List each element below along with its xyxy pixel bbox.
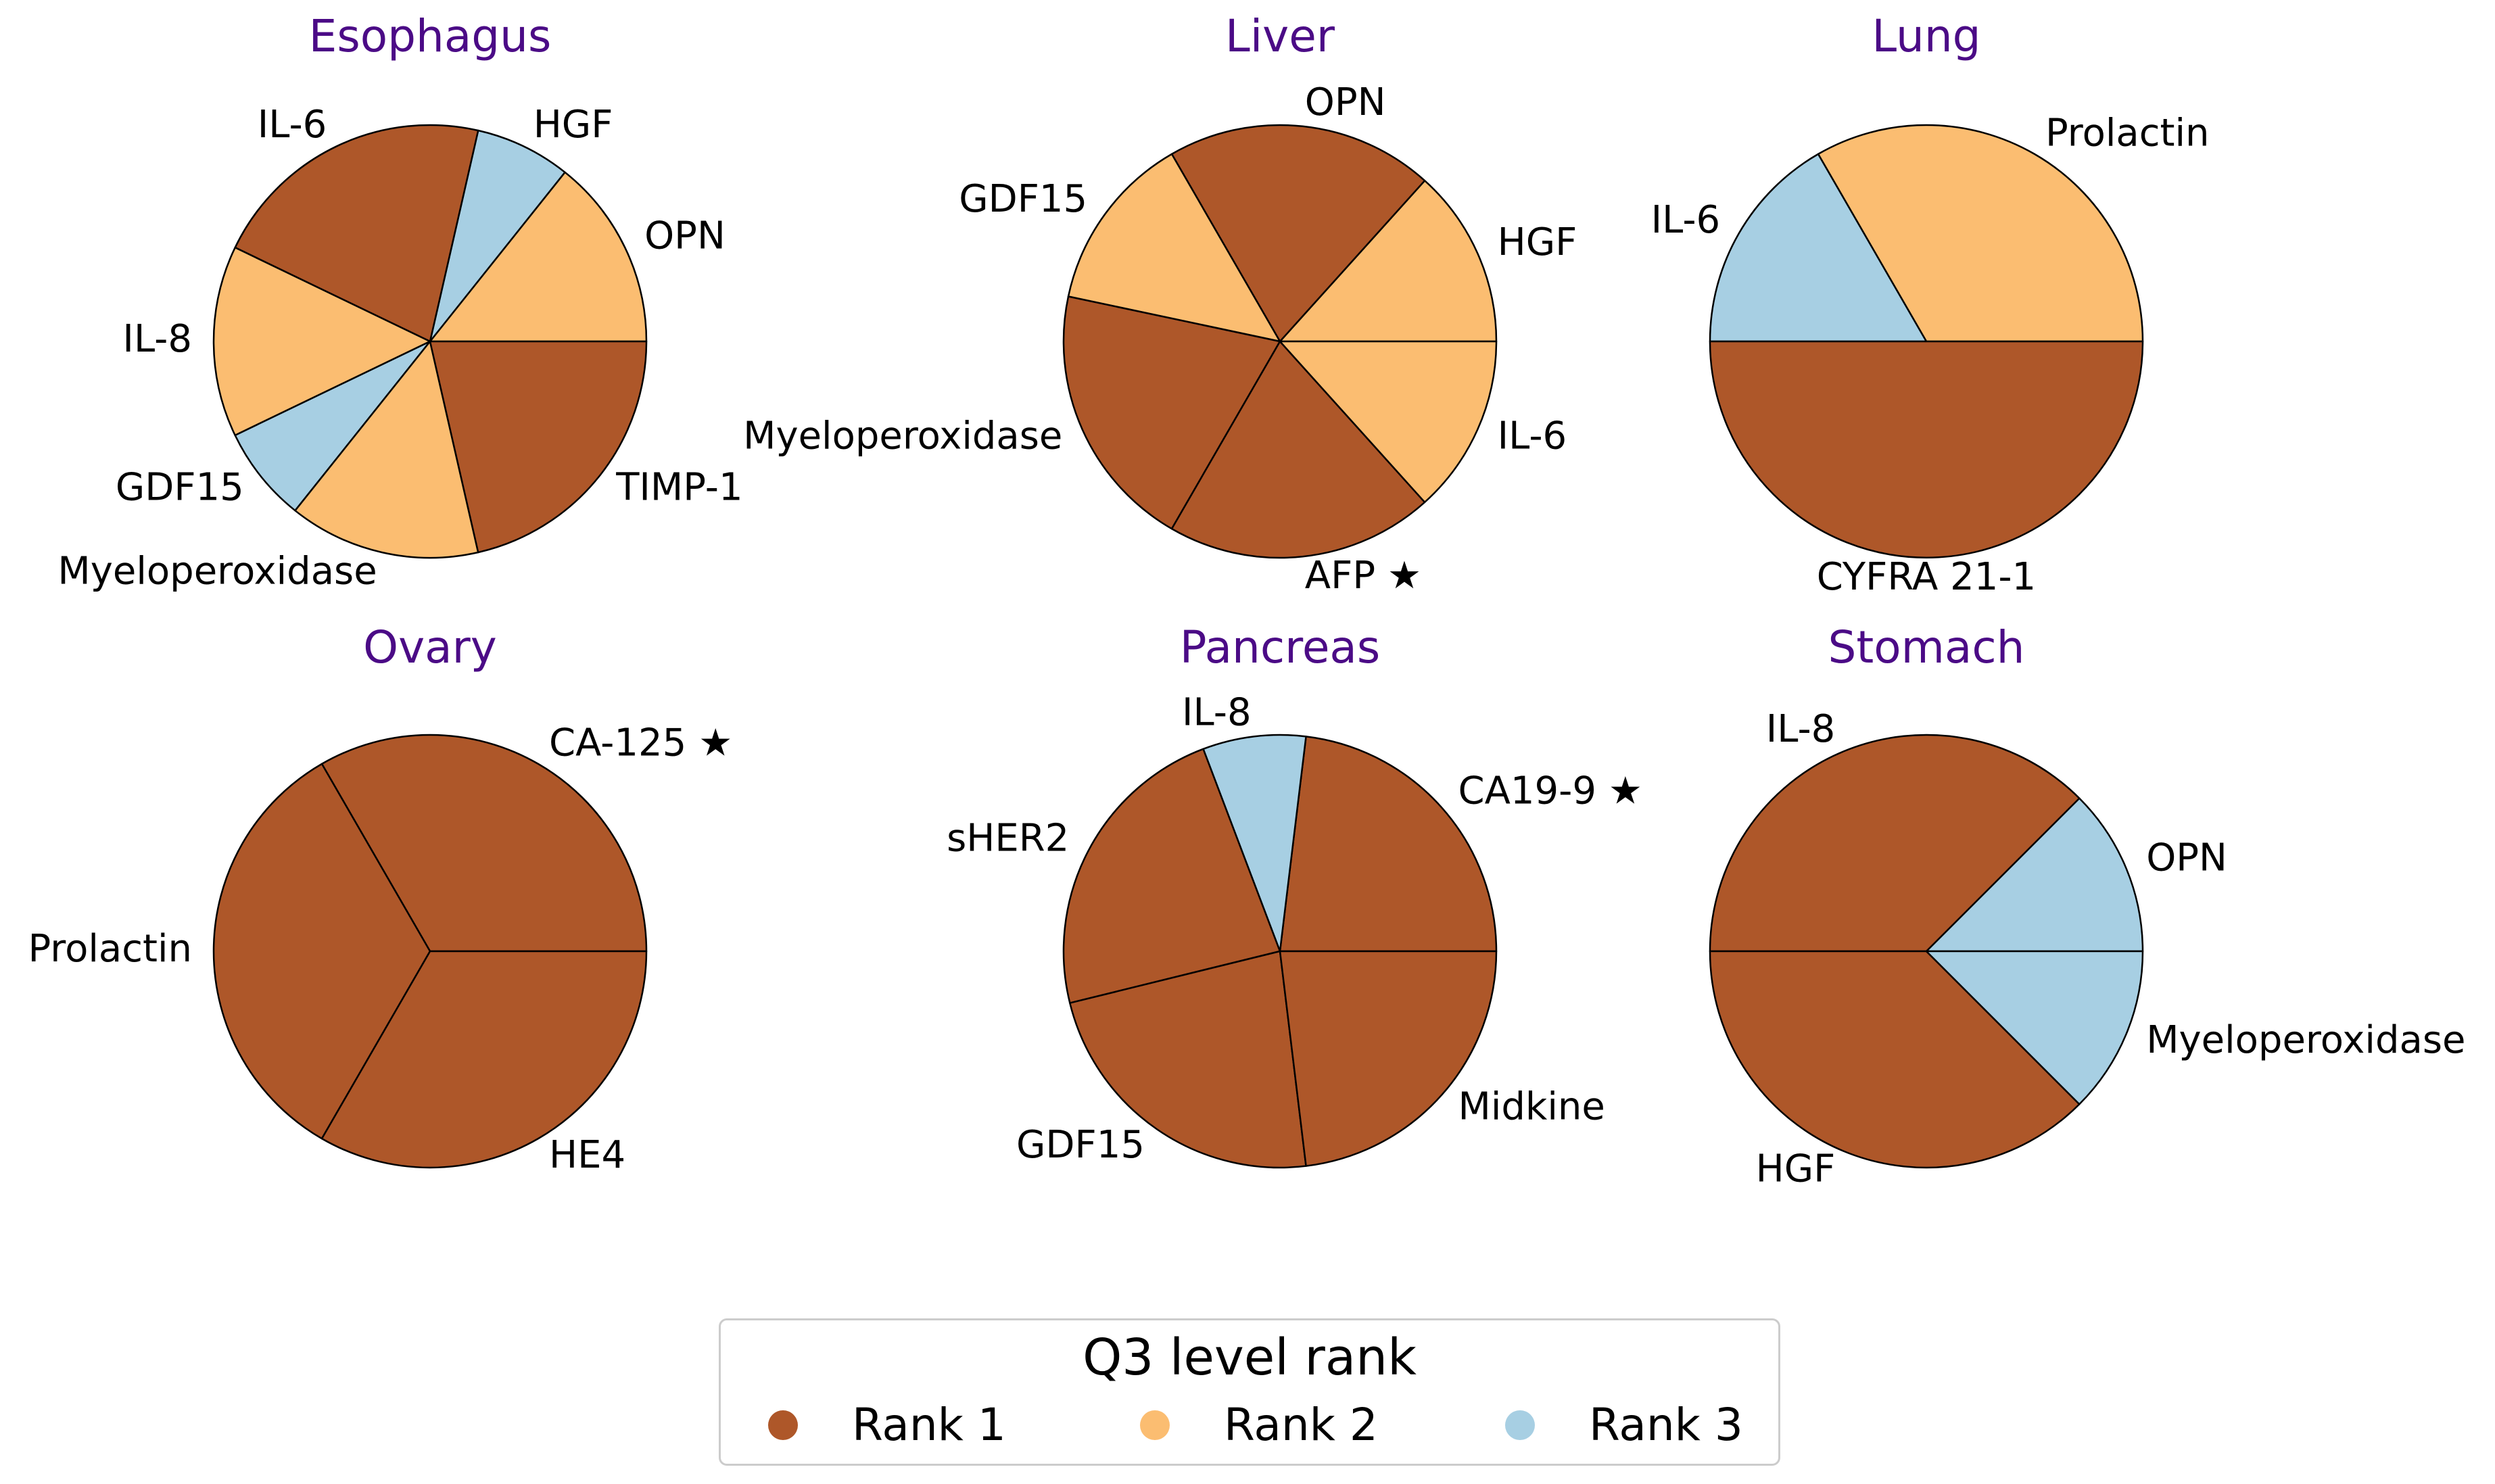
- pie-slice-label-hgf: HGF: [1756, 1147, 1836, 1191]
- pie-slice-afp: [1170, 340, 1426, 559]
- pie-pancreas: Pancreas CA19-9 ★ IL-8 sHER2 GDF15 Midkine: [947, 621, 1643, 1169]
- pie-slice-label-gdf15: GDF15: [1016, 1123, 1145, 1167]
- legend-marker-rank-3: [1505, 1410, 1535, 1440]
- pie-slice-he4: [320, 950, 648, 1169]
- pie-slice-gdf15: [1069, 950, 1307, 1169]
- pie-title: Ovary: [363, 621, 497, 673]
- pie-slice-label-il-8: IL-8: [1766, 707, 1836, 751]
- pie-slice-label-opn: OPN: [1305, 80, 1386, 124]
- pie-esophagus: Esophagus OPN HGF IL-6 IL-8 GDF15 Myeloperoxid…: [57, 10, 742, 593]
- pie-slice-hgf: [429, 129, 566, 343]
- pie-slice-prolactin: [212, 763, 431, 1140]
- pie-title: Lung: [1872, 10, 1980, 62]
- pie-slice-label-il-8: IL-8: [122, 317, 192, 361]
- pie-slice-label-gdf15: GDF15: [959, 177, 1087, 221]
- legend-marker-rank-1: [768, 1410, 798, 1440]
- pie-slice-label-prolactin: Prolactin: [28, 927, 192, 971]
- pie-liver: Liver HGF OPN GDF15 Myeloperoxidase AFP ★ IL-6: [743, 10, 1577, 598]
- pie-slice-label-ca-125: CA-125 ★: [549, 721, 732, 765]
- legend-title: Q3 level rank: [1083, 1329, 1417, 1387]
- pie-slice-gdf15: [234, 340, 431, 512]
- pie-slice-prolactin: [1817, 124, 2144, 343]
- pie-slice-label-ca19-9: CA19-9 ★: [1458, 769, 1643, 813]
- pie-slice-label-prolactin: Prolactin: [2045, 111, 2210, 155]
- pie-slice-il-8: [212, 246, 431, 437]
- pie-title: Stomach: [1828, 621, 2024, 673]
- pie-slice-myeloperoxidase: [1062, 295, 1281, 530]
- pie-slice-ca-125: [320, 734, 648, 953]
- pie-slice-sher2: [1062, 748, 1281, 1004]
- pie-slice-label-myeloperoxidase: Myeloperoxidase: [743, 414, 1062, 458]
- pie-slice-label-hgf: HGF: [1498, 220, 1577, 264]
- pie-slice-opn: [429, 171, 648, 343]
- pie-slice-label-myeloperoxidase: Myeloperoxidase: [2146, 1018, 2465, 1062]
- pie-slice-label-il-6: IL-6: [258, 103, 327, 147]
- pie-slice-label-gdf15: GDF15: [116, 466, 244, 510]
- pie-slice-myeloperoxidase: [1925, 950, 2144, 1105]
- pie-slice-label-hgf: HGF: [533, 103, 613, 147]
- pie-slice-il-6: [234, 124, 479, 343]
- legend: Q3 level rank Rank 1 Rank 2 Rank 3: [719, 1318, 1780, 1466]
- pie-title: Pancreas: [1180, 621, 1381, 673]
- pie-slice-il-8: [1709, 734, 2081, 953]
- pie-ovary: Ovary CA-125 ★ Prolactin HE4: [28, 621, 732, 1177]
- pie-slice-il-6: [1709, 153, 1928, 343]
- pie-slice-opn: [1170, 124, 1426, 343]
- pie-slice-myeloperoxidase: [294, 340, 479, 559]
- pie-slice-label-afp: AFP ★: [1305, 554, 1421, 598]
- legend-label-rank-2: Rank 2: [1224, 1399, 1378, 1451]
- pie-title: Liver: [1225, 10, 1335, 62]
- pie-slice-hgf: [1709, 950, 2081, 1169]
- pie-slice-label-il-6: IL-6: [1498, 414, 1567, 458]
- pie-slice-label-timp-1: TIMP-1: [615, 466, 742, 510]
- pie-slice-label-midkine: Midkine: [1458, 1085, 1605, 1129]
- pie-slice-label-sher2: sHER2: [947, 817, 1069, 861]
- pie-slice-cyfra-21-1: [1709, 340, 2144, 559]
- legend-marker-rank-2: [1140, 1410, 1170, 1440]
- legend-entry-rank-3: Rank 3: [1505, 1402, 1743, 1449]
- pie-slice-label-opn: OPN: [2146, 836, 2227, 880]
- pie-slice-midkine: [1279, 950, 1498, 1167]
- legend-label-rank-1: Rank 1: [852, 1399, 1006, 1451]
- pie-slice-label-he4: HE4: [549, 1133, 625, 1177]
- pie-slice-label-opn: OPN: [644, 214, 726, 258]
- legend-entry-rank-1: Rank 1: [768, 1402, 1006, 1449]
- pie-slice-ca19-9: [1279, 736, 1498, 953]
- pie-slice-il-6: [1279, 340, 1498, 504]
- pie-stomach: Stomach OPN IL-8 HGF Myeloperoxidase: [1709, 621, 2465, 1191]
- legend-entry-rank-2: Rank 2: [1140, 1402, 1378, 1449]
- pie-lung: Lung Prolactin IL-6 CYFRA 21-1: [1651, 10, 2210, 599]
- pie-slice-il-8: [1202, 734, 1307, 953]
- pie-slice-gdf15: [1067, 153, 1281, 343]
- pie-slice-label-myeloperoxidase: Myeloperoxidase: [57, 549, 377, 593]
- legend-label-rank-3: Rank 3: [1589, 1399, 1743, 1451]
- pie-slice-label-il-6: IL-6: [1651, 198, 1721, 242]
- pie-slice-label-il-8: IL-8: [1182, 691, 1252, 735]
- pie-slice-label-cyfra-21-1: CYFRA 21-1: [1817, 555, 2036, 599]
- pie-slice-opn: [1925, 797, 2144, 953]
- pie-slice-timp-1: [429, 340, 648, 554]
- pie-slice-hgf: [1279, 179, 1498, 343]
- pie-title: Esophagus: [309, 10, 552, 62]
